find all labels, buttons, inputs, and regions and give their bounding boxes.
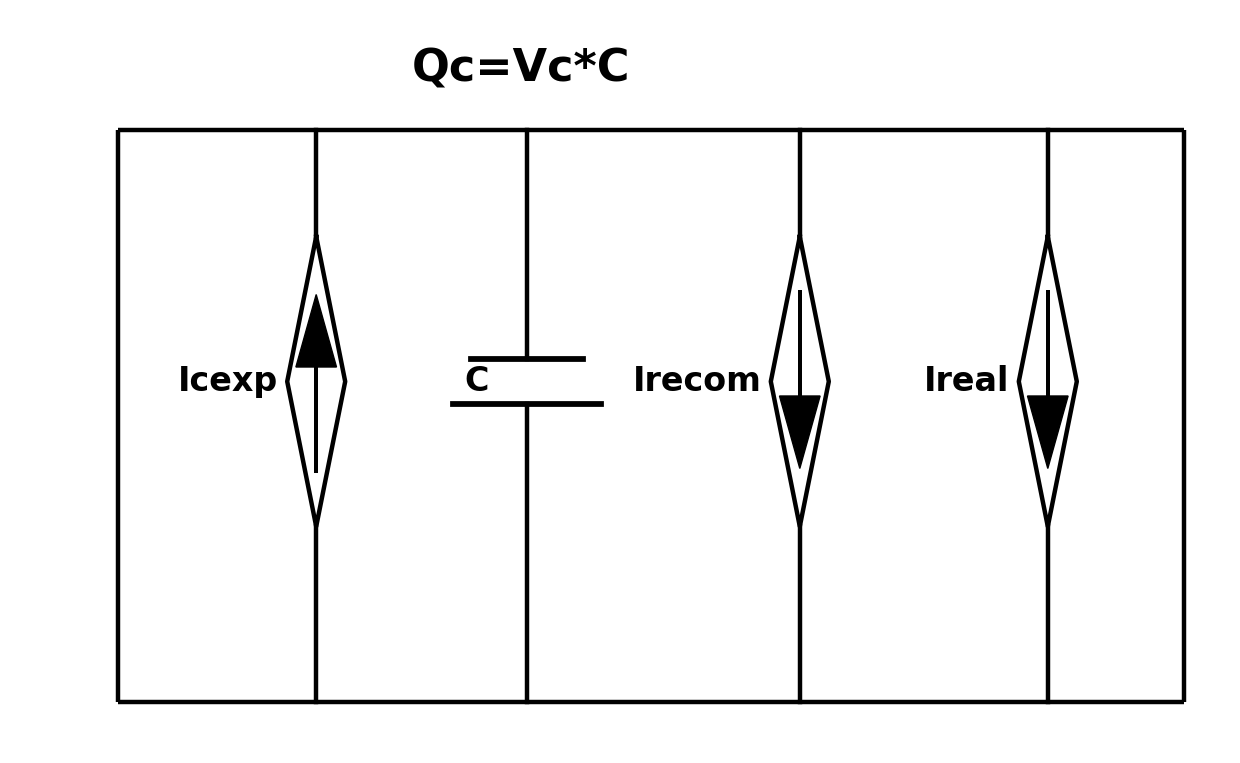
Text: Irecom: Irecom <box>632 365 761 398</box>
Text: Qc=Vc*C: Qc=Vc*C <box>412 47 630 90</box>
Text: C: C <box>464 365 489 398</box>
Text: Icexp: Icexp <box>177 365 278 398</box>
Text: Ireal: Ireal <box>924 365 1009 398</box>
Polygon shape <box>296 295 336 367</box>
Polygon shape <box>1028 396 1068 468</box>
Polygon shape <box>780 396 820 468</box>
